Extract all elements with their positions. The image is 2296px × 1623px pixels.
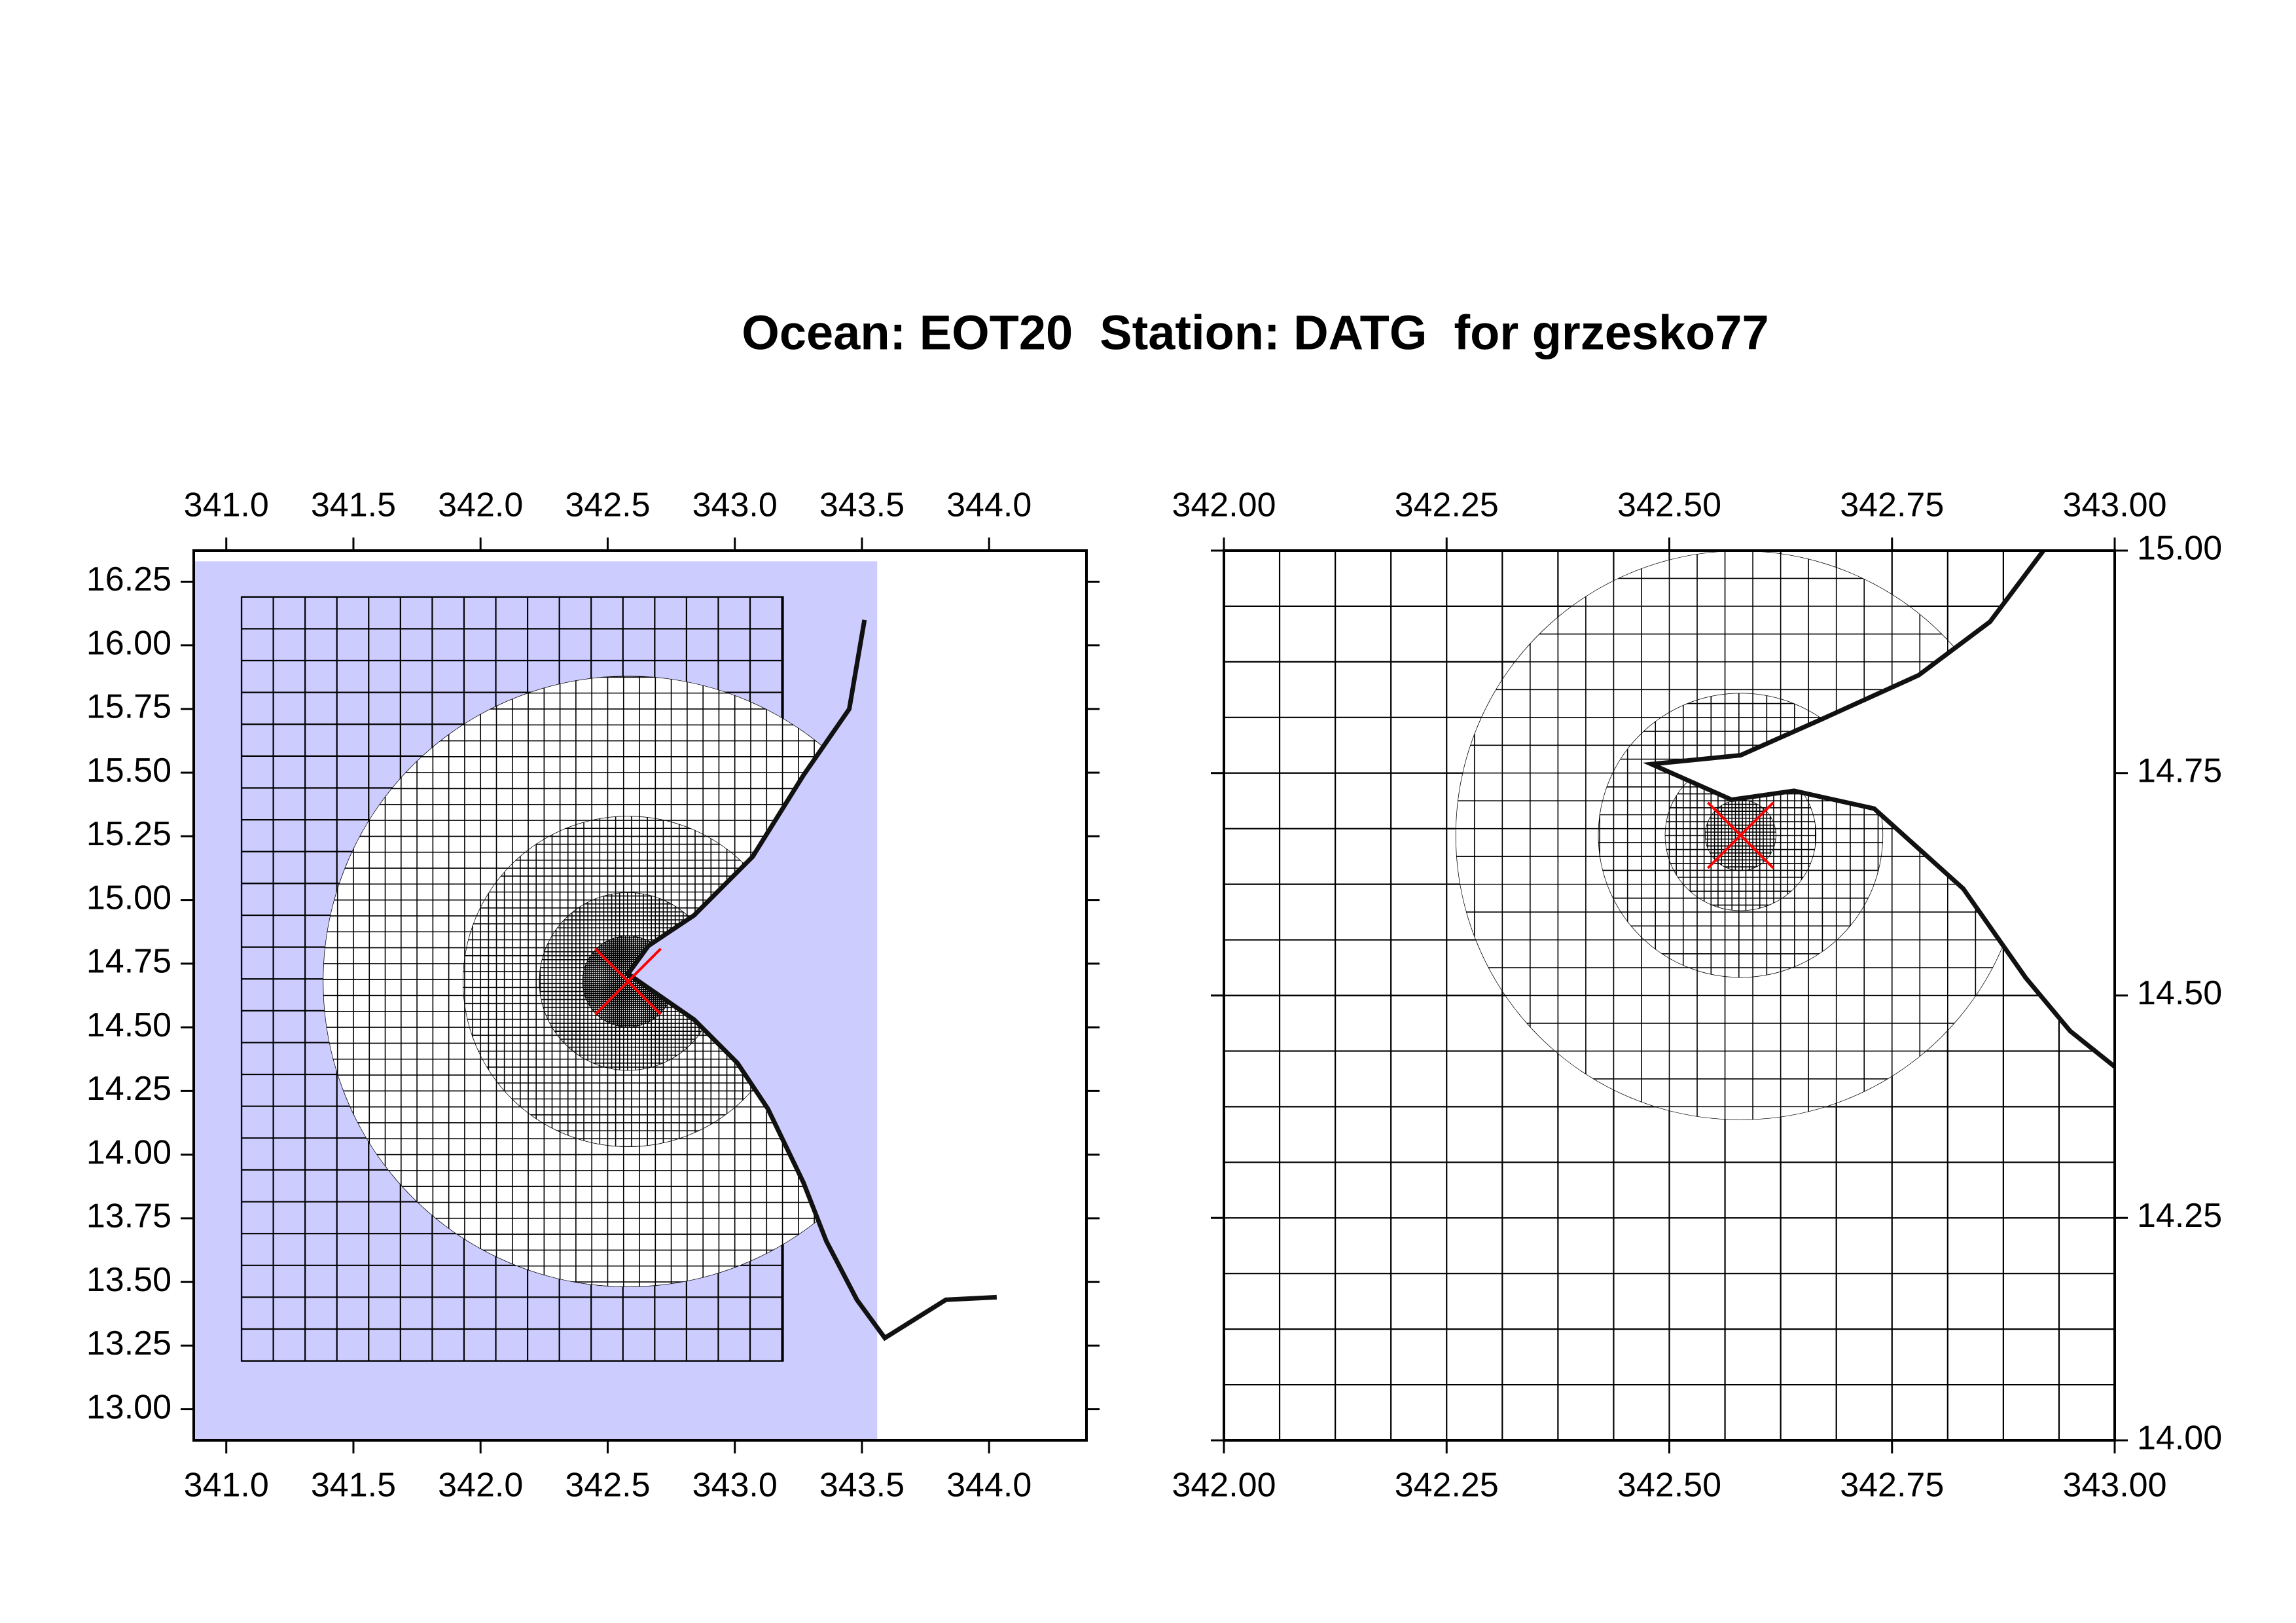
y-tick-label: 15.50 [86,752,171,790]
x-tick-label: 341.0 [184,1467,269,1504]
panel: 341.0 341.0 341.5 341.5 342.0 342.0 342.5 342.5… [86,486,1100,1504]
station-marker [594,947,662,1015]
x-tick-label: 342.0 [438,1467,523,1504]
y-tick-label: 14.75 [2137,752,2222,790]
y-tick-label: 15.00 [2137,530,2222,568]
y-tick-label: 15.25 [86,815,171,853]
x-tick-label: 342.0 [438,486,523,524]
x-tick-label: 342.75 [1840,1467,1944,1504]
x-tick-label: 341.5 [311,1467,396,1504]
x-tick-label: 343.0 [692,1467,778,1504]
x-tick-label: 343.00 [2062,486,2166,524]
x-tick-label: 343.00 [2062,1467,2166,1504]
y-tick-label: 16.00 [86,624,171,662]
y-tick-label: 16.25 [86,560,171,598]
x-tick-label: 342.5 [565,1467,650,1504]
x-tick-label: 344.0 [946,1467,1031,1504]
x-tick-label: 342.75 [1840,486,1944,524]
y-tick-label: 13.00 [86,1388,171,1426]
x-tick-label: 342.25 [1395,486,1499,524]
x-tick-label: 342.5 [565,486,650,524]
x-tick-label: 342.25 [1395,1467,1499,1504]
x-tick-label: 342.50 [1617,486,1721,524]
figure-title: Ocean: EOT20 Station: DATG for grzesko77 [742,306,1768,360]
y-tick-label: 15.00 [86,879,171,917]
y-tick-label: 13.50 [86,1261,171,1299]
y-tick-label: 14.50 [2137,974,2222,1012]
y-tick-label: 13.75 [86,1197,171,1235]
x-tick-label: 342.00 [1172,486,1276,524]
y-tick-label: 14.25 [2137,1197,2222,1235]
x-tick-label: 344.0 [946,486,1031,524]
plot-area [1224,551,2115,1440]
y-tick-label: 13.25 [86,1324,171,1362]
x-tick-label: 341.0 [184,486,269,524]
y-tick-label: 14.00 [86,1133,171,1171]
y-tick-label: 14.50 [86,1006,171,1044]
x-tick-label: 342.00 [1172,1467,1276,1504]
coastline [1642,551,2115,1068]
x-tick-label: 343.5 [819,1467,905,1504]
y-tick-label: 15.75 [86,688,171,726]
y-tick-label: 14.75 [86,943,171,981]
x-tick-label: 342.50 [1617,1467,1721,1504]
plot-area [194,561,997,1440]
station-marker [1706,801,1774,869]
panel: 342.00 342.00 342.25 342.25 342.50 342.50 342.… [1172,486,2222,1504]
ocean-mesh [1224,551,2115,1440]
x-tick-label: 343.5 [819,486,905,524]
coastline [624,619,997,1341]
plot-frame [192,549,1088,1442]
y-tick-label: 14.00 [2137,1419,2222,1457]
y-tick-label: 14.25 [86,1070,171,1108]
x-tick-label: 343.0 [692,486,778,524]
x-tick-label: 341.5 [311,486,396,524]
